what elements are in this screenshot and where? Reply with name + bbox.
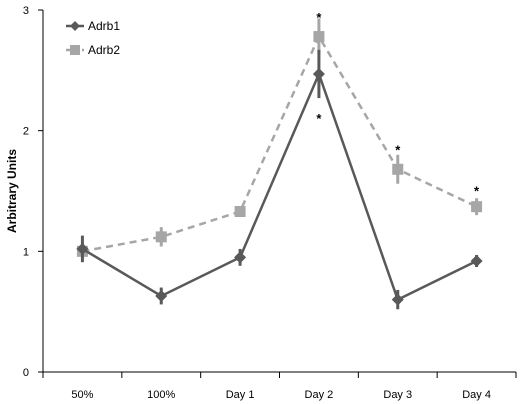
series-layer — [76, 18, 483, 310]
significance-star: * — [395, 143, 401, 158]
data-point — [76, 242, 89, 255]
x-tick-label: Day 1 — [226, 389, 255, 401]
y-tick-label: 0 — [23, 367, 29, 379]
y-tick-labels: 0 1 2 3 — [23, 5, 29, 379]
y-tick-label: 3 — [23, 5, 29, 17]
data-point — [155, 289, 168, 302]
x-tick-label: 50% — [71, 389, 93, 401]
data-point — [312, 67, 325, 80]
significance-annotations: * * * * — [316, 10, 480, 199]
significance-star: * — [316, 111, 322, 126]
axes — [38, 9, 517, 378]
series-line — [82, 33, 478, 253]
legend-swatch-marker — [70, 21, 80, 31]
data-point — [392, 163, 404, 175]
data-point — [470, 254, 483, 267]
legend: Adrb1 Adrb2 — [66, 19, 120, 57]
significance-star: * — [474, 184, 480, 199]
legend-item-adrb2: Adrb2 — [66, 43, 120, 57]
legend-label: Adrb1 — [88, 19, 120, 33]
data-point — [313, 31, 325, 43]
data-point — [471, 201, 483, 213]
y-axis-title: Arbitrary Units — [5, 149, 19, 233]
legend-label: Adrb2 — [88, 43, 120, 57]
data-point — [234, 251, 247, 264]
legend-item-adrb1: Adrb1 — [66, 19, 120, 33]
series-adrb1 — [76, 49, 483, 310]
data-point — [234, 206, 246, 218]
data-point — [391, 293, 404, 306]
data-point — [155, 231, 167, 243]
legend-swatch-marker — [70, 45, 80, 55]
x-tick-label: Day 3 — [383, 389, 412, 401]
x-tick-label: Day 4 — [462, 389, 491, 401]
y-tick-label: 2 — [23, 126, 29, 138]
series-adrb2 — [76, 18, 483, 259]
x-tick-label: Day 2 — [305, 389, 334, 401]
x-tick-label: 100% — [147, 389, 175, 401]
series-line — [81, 70, 478, 302]
y-tick-label: 1 — [23, 246, 29, 258]
x-tick-labels: 50% 100% Day 1 Day 2 Day 3 Day 4 — [71, 389, 491, 401]
significance-star: * — [316, 10, 322, 25]
